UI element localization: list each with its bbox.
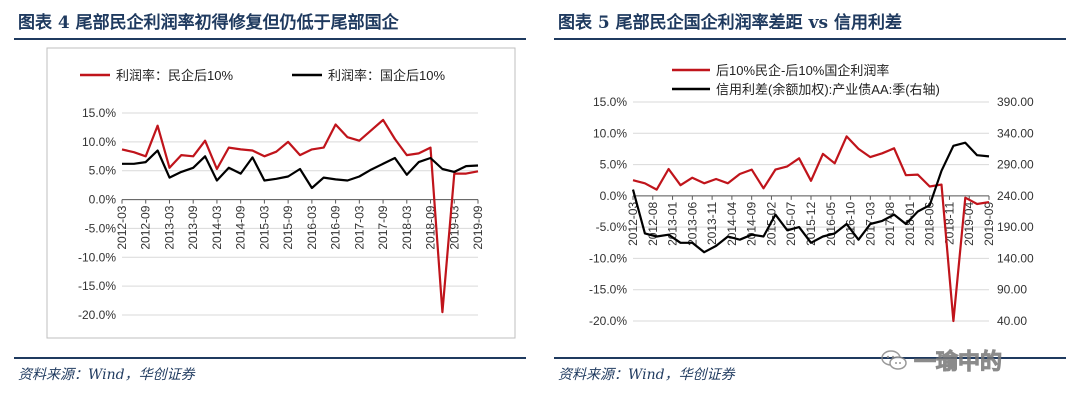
x-tick-label: 2016-03 <box>305 205 319 249</box>
y-tick-label: -20.0% <box>78 308 116 322</box>
y-tick-label: 15.0% <box>82 106 116 120</box>
right-title-rule <box>554 38 1066 40</box>
right-figure-title: 图表 5 尾部民企国企利润率差距 vs 信用利差 <box>558 13 902 33</box>
y2-tick-label: 290.00 <box>997 158 1034 172</box>
x-tick-label: 2015-07 <box>784 202 798 246</box>
y-tick-label: -20.0% <box>589 314 627 328</box>
left-panel: 图表 4 尾部民企利润率初得修复但仍低于尾部国企 15.0% 10.0% 5.0% 0… <box>14 13 526 383</box>
left-figure-title: 图表 4 尾部民企利润率初得修复但仍低于尾部国企 <box>18 13 399 33</box>
y-tick-label: -5.0% <box>85 221 117 235</box>
right-source-note: 资料来源：Wind，华创证券 <box>558 367 735 383</box>
x-tick-label: 2013-11 <box>705 202 719 245</box>
watermark-text: 一瑜中的 <box>913 350 1003 376</box>
left-source-rule <box>14 357 526 359</box>
y-tick-label: -10.0% <box>589 251 627 265</box>
series-line-2 <box>631 141 990 254</box>
watermark: 一瑜中的 <box>880 345 1070 376</box>
x-tick-label: 2014-09 <box>745 202 759 246</box>
legend-label-1: 后10%民企-后10%国企利润率 <box>716 63 889 78</box>
chart-frame <box>46 47 516 339</box>
series-line-2 <box>122 149 479 190</box>
y-tick-label: 0.0% <box>89 193 117 207</box>
series-line-1 <box>121 118 479 314</box>
y-tick-label: -5.0% <box>596 220 628 234</box>
series-line-1 <box>632 135 990 323</box>
right-chart: 15.0% 10.0% 5.0% 0.0% -5.0% -10.0% -15.0% -20.0… <box>589 63 1034 328</box>
x-tick-label: 2015-12 <box>804 202 818 246</box>
x-tick-label: 2017-03 <box>352 205 366 249</box>
x-tick-label: 2013-01 <box>666 202 680 246</box>
x-tick-label: 2018-09 <box>424 205 438 249</box>
left-title-rule <box>14 38 526 40</box>
y-tick-label: -15.0% <box>589 283 627 297</box>
x-tick-label: 2017-08 <box>883 202 897 246</box>
y2-tick-label: 190.00 <box>997 220 1034 234</box>
x-tick-label: 2012-09 <box>139 205 153 249</box>
x-tick-label: 2015-09 <box>281 205 295 249</box>
y2-tick-label: 240.00 <box>997 189 1034 203</box>
x-tick-label: 2018-06 <box>923 202 937 246</box>
y2-tick-label: 140.00 <box>997 251 1034 265</box>
x-tick-label: 2012-03 <box>626 202 640 246</box>
x-tick-label: 2018-03 <box>400 205 414 249</box>
y-tick-label: -10.0% <box>78 250 116 264</box>
x-tick-label: 2014-03 <box>210 205 224 249</box>
x-tick-label: 2019-09 <box>471 205 485 249</box>
y-tick-label: 5.0% <box>600 158 628 172</box>
y2-tick-label: 390.00 <box>997 95 1034 109</box>
x-tick-label: 2019-04 <box>962 202 976 246</box>
y2-tick-label: 90.00 <box>997 283 1027 297</box>
right-source-rule <box>554 357 1066 359</box>
wechat-icon <box>881 350 907 370</box>
x-tick-label: 2014-09 <box>234 205 248 249</box>
x-tick-label: 2014-04 <box>725 202 739 246</box>
x-tick-label: 2013-03 <box>162 205 176 249</box>
x-tick-label: 2012-03 <box>115 205 129 249</box>
x-tick-label: 2019-09 <box>982 202 996 246</box>
y-tick-label: 5.0% <box>89 164 117 178</box>
left-chart: 15.0% 10.0% 5.0% 0.0% -5.0% -10.0% -15.0% -20.0… <box>46 47 516 339</box>
x-tick-label: 2013-09 <box>186 205 200 249</box>
legend-label-2: 利润率：国企后10% <box>328 68 445 83</box>
x-tick-label: 2015-03 <box>257 205 271 249</box>
left-source-note: 资料来源：Wind，华创证券 <box>18 367 195 383</box>
x-tick-label: 2012-08 <box>646 202 660 246</box>
x-tick-label: 2018-01 <box>903 202 917 246</box>
y-tick-label: -15.0% <box>78 279 116 293</box>
y2-tick-label: 340.00 <box>997 126 1034 140</box>
y-tick-label: 10.0% <box>82 135 116 149</box>
legend-label-1: 利润率：民企后10% <box>116 68 233 83</box>
x-tick-label: 2013-06 <box>685 202 699 246</box>
x-tick-label: 2016-05 <box>824 202 838 246</box>
y-tick-label: 10.0% <box>593 126 627 140</box>
x-tick-label: 2016-09 <box>329 205 343 249</box>
y2-tick-label: 40.00 <box>997 314 1027 328</box>
right-panel: 图表 5 尾部民企国企利润率差距 vs 信用利差 15.0% 10.0% 5.0% 0… <box>540 0 1080 408</box>
y-tick-label: 0.0% <box>600 189 628 203</box>
y-tick-label: 15.0% <box>593 95 627 109</box>
x-tick-label: 2017-09 <box>376 205 390 249</box>
legend-label-2: 信用利差(余额加权):产业债AA:季(右轴) <box>716 82 940 97</box>
